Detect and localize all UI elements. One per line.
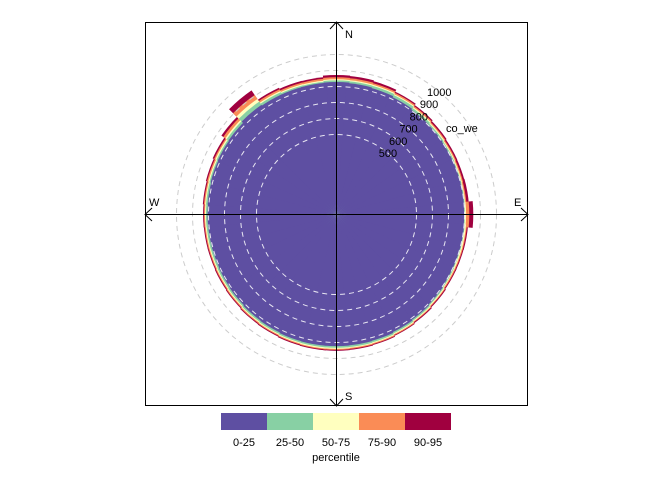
- ring-label: 1000: [427, 87, 451, 99]
- rose-segment: [336, 108, 429, 215]
- legend: 0-25 25-50 50-75 75-90 90-95: [221, 413, 451, 449]
- ring-label: 800: [410, 111, 428, 123]
- rose-segment: [336, 122, 443, 215]
- rose-segment: [228, 120, 337, 215]
- rose-segment: [229, 214, 337, 308]
- legend-swatch: [313, 413, 359, 430]
- ring-label: 500: [379, 148, 397, 160]
- west-arrow-icon: [144, 207, 153, 222]
- legend-swatch: [267, 413, 313, 430]
- rose-segment: [279, 214, 337, 342]
- east-arrow-icon: [520, 207, 529, 222]
- rose-segment: [336, 214, 461, 270]
- rose-segment: [336, 139, 454, 215]
- legend-swatch: [221, 413, 267, 430]
- legend-title: percentile: [312, 452, 360, 464]
- rose-segment: [336, 96, 413, 215]
- legend-label: 50-75: [322, 437, 350, 449]
- ring-label: 900: [420, 99, 438, 111]
- rose-segment: [336, 87, 394, 215]
- rose-segment: [211, 214, 337, 271]
- compass-south-label: S: [345, 391, 352, 403]
- south-arrow-icon: [329, 398, 344, 407]
- legend-label: 0-25: [233, 437, 255, 449]
- rose-segment: [243, 214, 337, 323]
- legend-swatch: [405, 413, 451, 430]
- rose-segment: [336, 214, 413, 334]
- rose-segments: [202, 74, 474, 351]
- rose-segment: [279, 86, 337, 215]
- rose-segment: [336, 214, 394, 342]
- legend-label: 25-50: [276, 437, 304, 449]
- north-arrow-icon: [329, 21, 344, 30]
- rose-segment: [259, 94, 337, 215]
- ring-label: 700: [399, 124, 417, 136]
- series-0-25: [207, 82, 465, 347]
- compass-north-label: N: [345, 29, 353, 41]
- rose-segment: [336, 214, 430, 322]
- legend-label: 90-95: [414, 437, 442, 449]
- rose-segment: [336, 159, 461, 215]
- ring-label: 600: [389, 136, 407, 148]
- pollutant-label: co_we: [446, 123, 478, 135]
- rose-segment: [336, 214, 443, 307]
- compass-axes: N E S W: [144, 21, 529, 407]
- legend-label: 75-90: [368, 437, 396, 449]
- rose-segment: [300, 82, 337, 215]
- rose-segment: [336, 214, 454, 290]
- rose-segment: [217, 138, 337, 215]
- compass-east-label: E: [514, 197, 521, 209]
- compass-west-label: W: [149, 197, 160, 209]
- rose-segment: [210, 158, 337, 215]
- legend-swatch: [359, 413, 405, 430]
- rose-segment: [260, 214, 337, 334]
- rose-segment: [241, 104, 337, 215]
- rose-segment: [218, 214, 337, 290]
